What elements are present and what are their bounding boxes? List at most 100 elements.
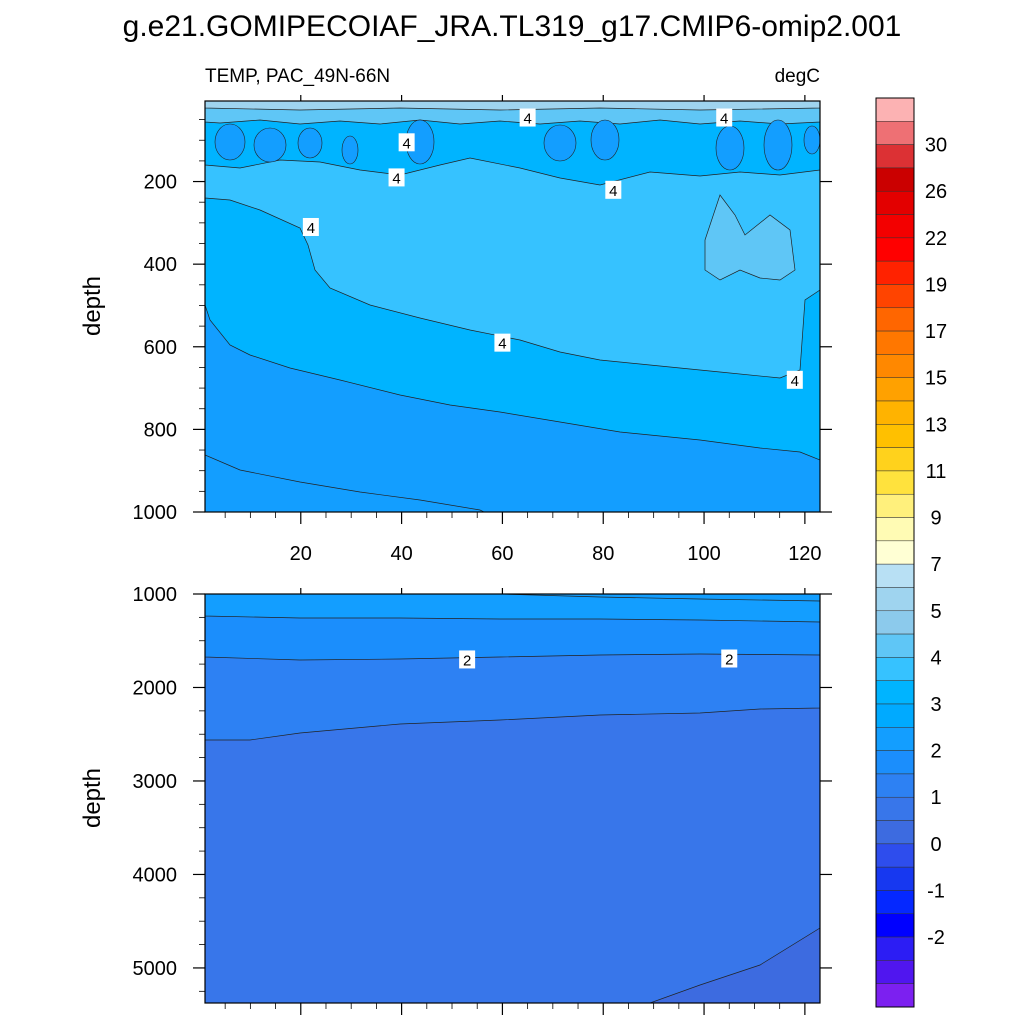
upper-plot-frame [204,100,821,513]
cold-pocket [341,135,359,165]
colorbar-swatch [875,773,915,798]
y-tick-label: 200 [144,172,177,194]
contour-label-box [605,180,622,199]
cold-pocket [715,125,745,171]
contour-label: 4 [786,370,803,390]
colorbar-swatch [875,796,915,821]
colorbar-swatch [875,657,915,681]
colorbar-frame [875,97,915,1008]
colorbar-swatch [875,167,915,192]
y-tick-label: 2000 [133,677,178,699]
colorbar-swatch [875,960,915,984]
colorbar-label: -1 [927,880,945,902]
lower-plot-frame [204,593,821,1004]
x-tick-label: 100 [687,543,720,565]
contour-label-box [716,108,733,127]
lower-y-ticks: 1000 2000 3000 4000 5000 [133,584,832,992]
upper-cold-pockets [214,119,820,171]
colorbar-swatch [875,424,915,448]
colorbar-swatch [875,400,915,425]
colorbar-label: -2 [927,927,945,949]
y-tick-label: 600 [144,337,177,359]
contour-label-box [302,217,319,236]
colorbar-label: 0 [930,834,941,856]
colorbar-label: 1 [930,787,941,809]
colorbar-swatch [875,470,915,495]
colorbar-swatch [875,936,915,961]
x-tick-label: 120 [788,543,821,565]
contour-label-text: 4 [498,336,506,353]
colorbar-label: 15 [925,368,947,390]
contour-label: 4 [716,108,733,128]
colorbar-swatch [875,354,915,378]
colorbar-label: 11 [926,461,947,483]
colorbar-swatch [875,680,915,705]
contour-label-text: 4 [523,111,531,128]
colorbar-swatch [875,540,915,565]
upper-surface-cap [205,101,820,111]
colorbar-swatch [875,563,915,588]
colorbar-label: 5 [930,601,941,623]
cold-pocket [214,123,246,161]
colorbar-label: 22 [925,228,947,250]
x-tick-label: 20 [290,543,312,565]
y-tick-label: 1000 [133,502,178,524]
cold-pocket [763,119,793,171]
upper-deep-contour [205,454,485,512]
upper-x-ticks: 20 40 60 80 100 120 [224,95,822,565]
colorbar-swatch [875,493,915,518]
lower-x-ticks [224,588,806,1015]
colorbar-swatch [875,703,915,728]
colorbar-swatch [875,214,915,239]
contour-label-text: 4 [791,373,799,390]
lower-top-contour [499,594,820,602]
x-tick-label: 40 [390,543,412,565]
colorbar-swatch [875,190,915,215]
colorbar-swatch [875,866,915,891]
upper-y-ticks: 200 400 600 800 1000 [133,119,832,524]
colorbar-swatch [875,144,915,169]
colorbar-swatch [875,237,915,262]
colorbar-swatch [875,843,915,868]
contour-label: 4 [302,217,319,237]
contour-label-text: 4 [720,111,728,128]
colorbar-label: 9 [930,508,941,530]
y-tick-label: 800 [144,419,177,441]
colorbar-label: 3 [930,694,941,716]
contour-label-box [398,133,415,152]
chart-title: g.e21.GOMIPECOIAF_JRA.TL319_g17.CMIP6-om… [123,10,902,43]
x-tick-label: 60 [491,543,513,565]
contour-label-box [388,168,405,187]
colorbar-label: 7 [930,554,941,576]
upper-region-warmer [704,194,796,281]
colorbar-swatch [875,284,915,309]
contour-label-text: 4 [402,135,410,152]
colorbar-swatch [875,913,915,938]
contour-label: 2 [459,650,476,669]
cold-pocket [297,127,323,159]
y-tick-label: 400 [144,254,177,276]
colorbar: 30 26 22 19 17 15 13 11 9 7 5 4 3 2 1 0 -1 -2 [875,97,947,1008]
colorbar-swatch [875,983,915,1008]
colorbar-swatch [875,97,915,122]
contour-label: 4 [605,180,622,200]
contour-label-text: 2 [725,652,733,669]
colorbar-swatch [875,587,915,612]
upper-y-axis-label: depth [79,276,106,336]
colorbar-label: 26 [925,181,947,203]
contour-label-box [721,649,738,668]
lower-y-axis-label: depth [79,768,106,828]
colorbar-label: 17 [925,321,947,343]
lower-region-bottom [649,927,820,1003]
contour-label-text: 2 [463,652,471,669]
colorbar-swatch [875,517,915,542]
y-tick-label: 1000 [133,584,178,606]
colorbar-swatch [875,121,915,145]
contour-label-box [494,333,511,352]
colorbar-swatch [875,727,915,751]
cold-pocket [543,124,577,162]
colorbar-swatch [875,260,915,285]
